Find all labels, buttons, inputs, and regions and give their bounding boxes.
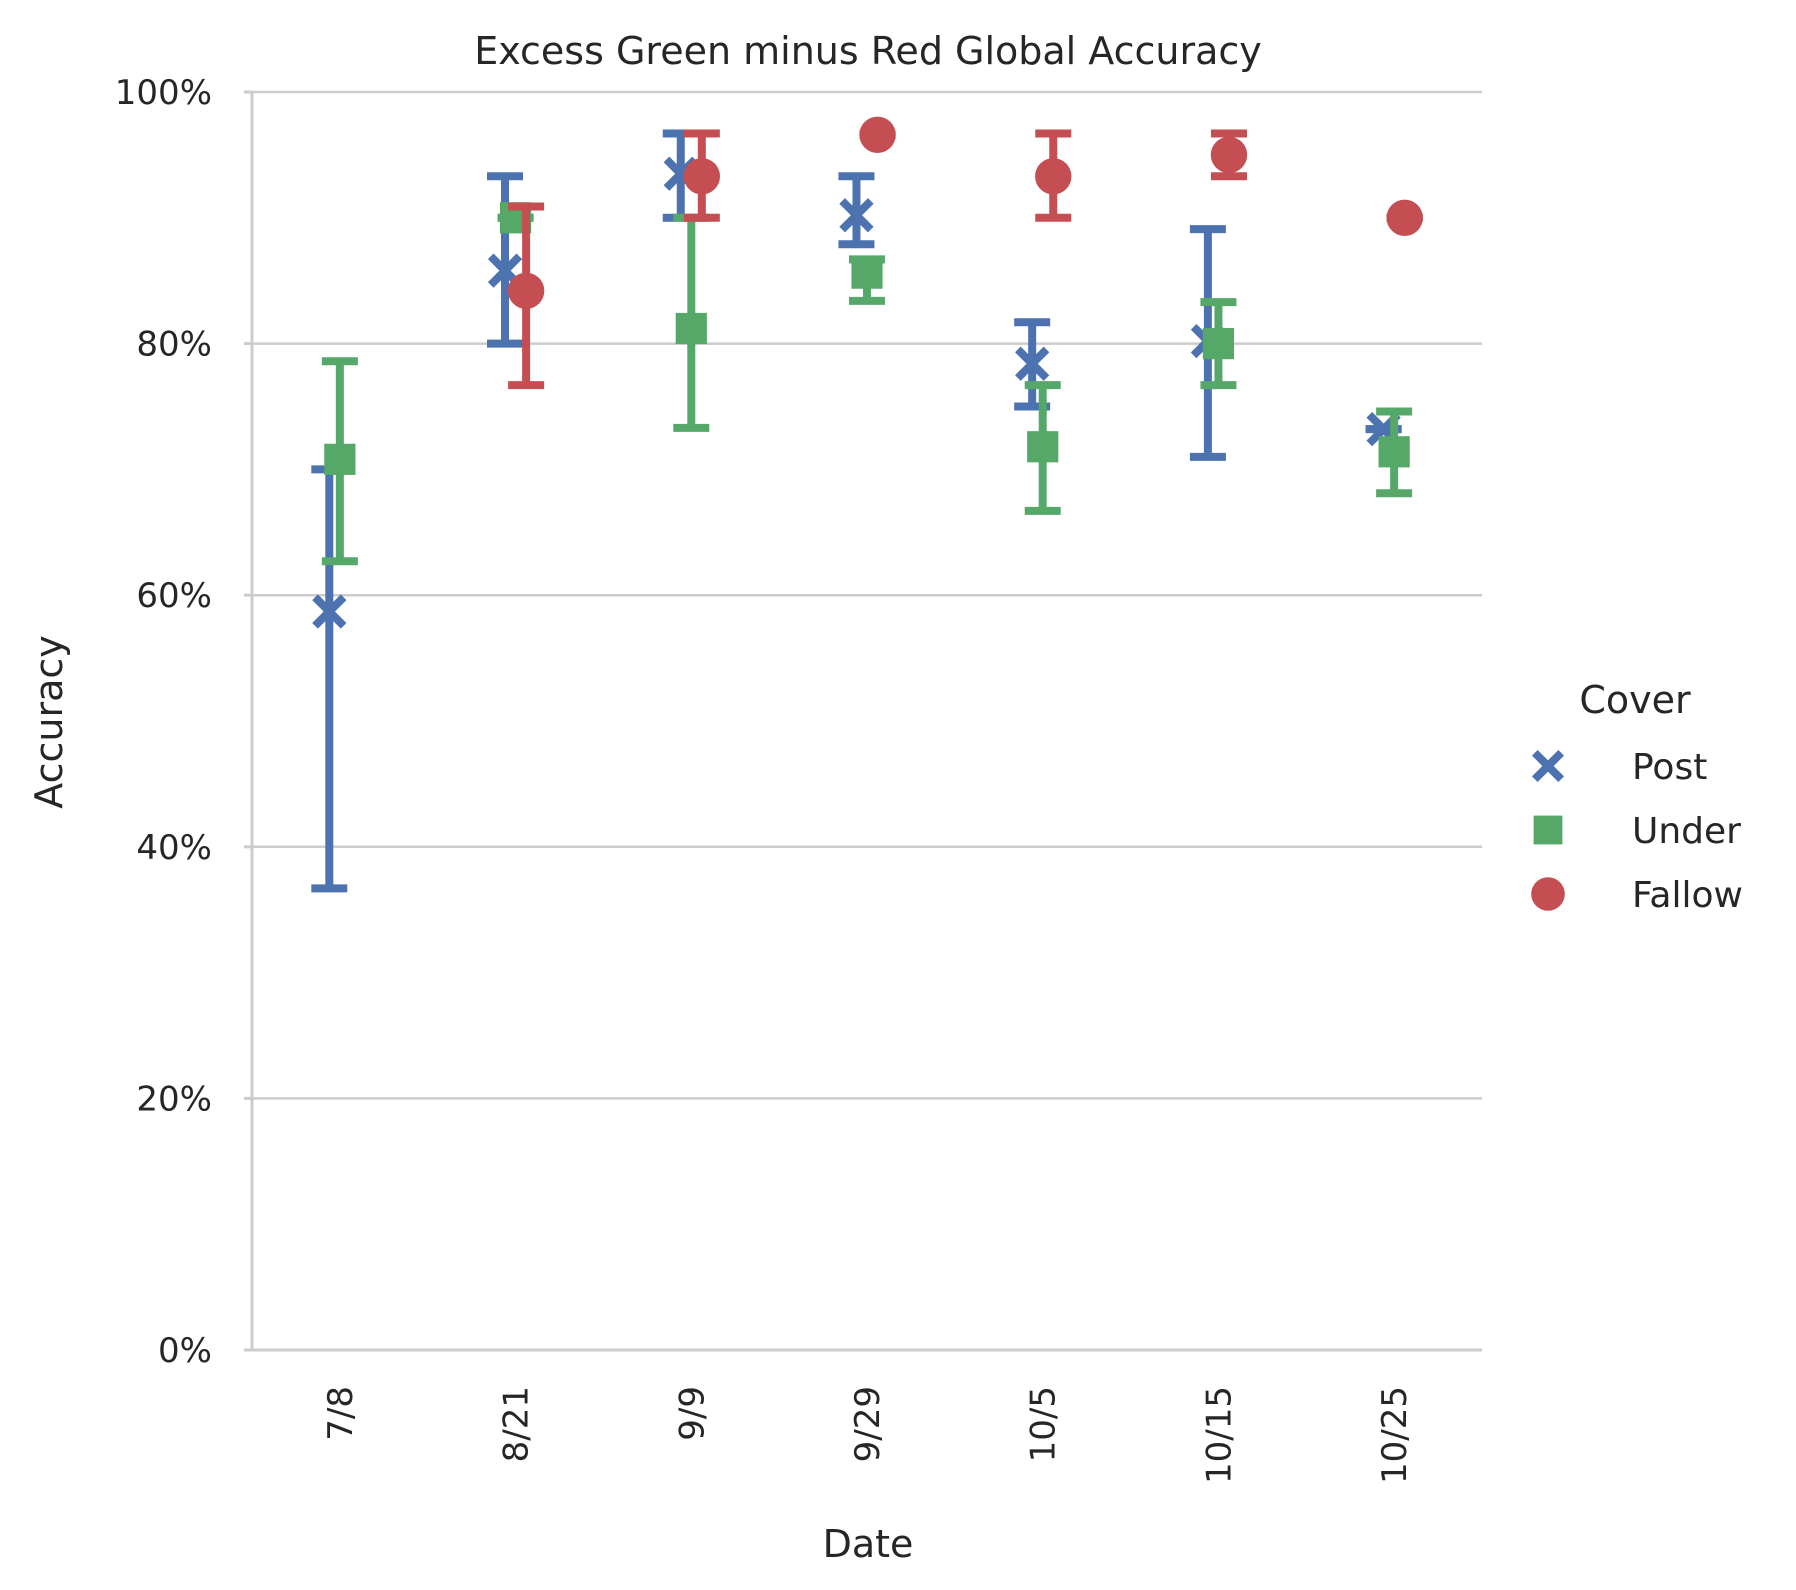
x-tick-label: 10/5 [1024, 1386, 1064, 1462]
legend-item-under: Under [1533, 811, 1741, 852]
x-tick-label: 8/21 [497, 1386, 537, 1462]
legend-item-post: Post [1531, 747, 1707, 788]
point-under [851, 257, 883, 289]
y-tick-label: 100% [115, 73, 212, 113]
x-axis-label: Date [823, 1522, 914, 1566]
legend-title: Cover [1579, 678, 1691, 722]
series-post [311, 129, 1402, 893]
x-tick-label: 9/29 [848, 1386, 888, 1462]
point-under [324, 443, 356, 475]
legend-items: Post Under Fallow [1531, 747, 1743, 916]
y-tick-label: 60% [136, 576, 212, 616]
x-tick-label: 10/15 [1199, 1386, 1239, 1484]
point-post [839, 198, 874, 233]
chart-title: Excess Green minus Red Global Accuracy [474, 29, 1262, 73]
y-tick-labels: 0% 20% 40% 60% 80% 100% [115, 73, 212, 1371]
point-post [312, 594, 347, 629]
legend-marker-post [1531, 749, 1565, 783]
point-fallow [1035, 158, 1072, 195]
point-post [1015, 346, 1050, 381]
point-under [1202, 328, 1235, 360]
point-fallow [1210, 136, 1248, 174]
point-under [1378, 436, 1410, 468]
x-tick-label: 9/9 [672, 1386, 712, 1441]
legend-label: Fallow [1632, 875, 1743, 916]
y-tick-label: 0% [158, 1331, 212, 1371]
gridlines [244, 90, 1482, 1352]
axes [250, 92, 1482, 1352]
y-tick-label: 20% [136, 1079, 212, 1119]
series-marks [311, 116, 1423, 893]
y-tick-label: 40% [136, 828, 212, 868]
x-tick-label: 10/25 [1375, 1386, 1415, 1484]
y-tick-label: 80% [136, 325, 212, 365]
legend-label: Under [1632, 811, 1741, 852]
series-fallow [507, 116, 1423, 390]
point-fallow [1386, 199, 1423, 236]
legend-marker-under [1533, 815, 1563, 845]
point-fallow [859, 116, 896, 153]
legend-item-fallow: Fallow [1531, 875, 1743, 916]
point-under [1027, 431, 1059, 463]
series-under [321, 202, 1413, 566]
x-tick-label: 7/8 [321, 1386, 361, 1441]
point-fallow [683, 158, 721, 195]
y-axis-label: Accuracy [27, 635, 71, 809]
legend-label: Post [1632, 747, 1707, 788]
legend-marker-fallow [1531, 877, 1565, 911]
point-fallow [507, 272, 545, 309]
x-tick-labels: 7/8 8/21 9/9 9/29 10/5 10/15 10/25 [321, 1386, 1415, 1484]
point-under [675, 312, 707, 345]
legend: Cover Post Under Fallow [1531, 678, 1743, 916]
